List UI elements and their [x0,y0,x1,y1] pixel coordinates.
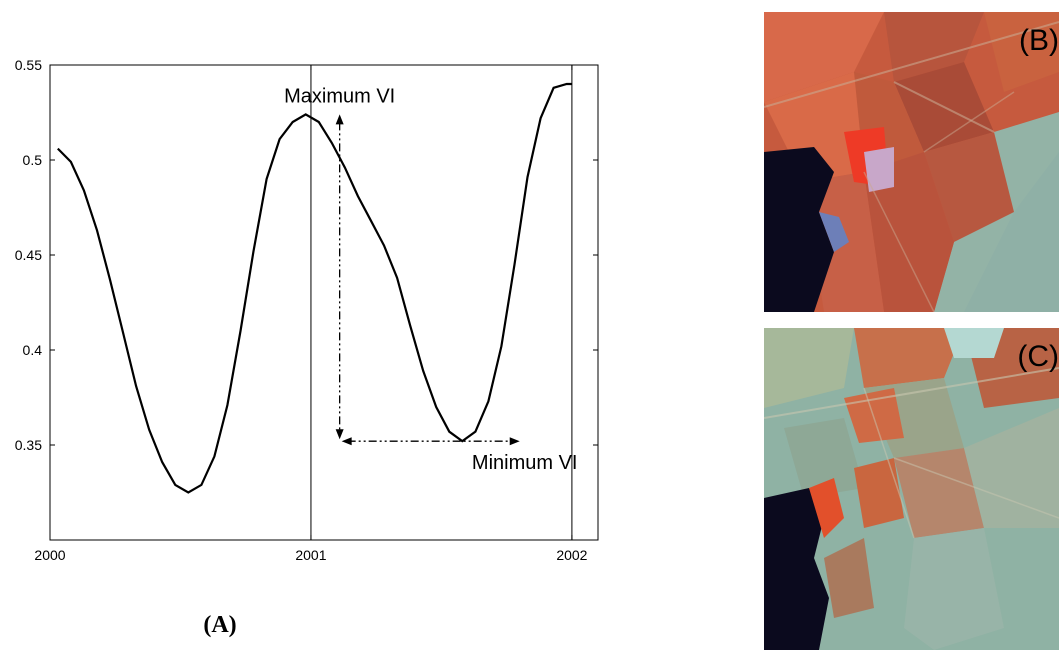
panel-a-caption: (A) [203,612,237,638]
x-tick-label: 2000 [34,547,65,563]
annotation-maximum-vi: Maximum VI [284,85,395,107]
chart-axes [49,64,599,541]
y-tick-label: 0.4 [23,342,43,358]
series-line-vi [57,82,572,494]
false-color-image-b [764,12,1059,312]
panel-b-label: (B) [1019,24,1059,57]
chart-ticks: 0.35 0.4 0.45 0.5 0.55 2000 2001 2002 [15,57,598,563]
false-color-image-c [764,328,1059,650]
y-tick-label: 0.35 [15,437,42,453]
arrowhead-down [335,429,344,440]
x-tick-label: 2002 [556,547,587,563]
arrowhead-up [335,114,344,125]
plot-frame [49,64,599,541]
satellite-image-c: (C) [764,328,1059,650]
x-tick-label: 2001 [295,547,326,563]
chart-annotations: Maximum VI Minimum VI [284,85,577,474]
vi-time-series-chart: 0.35 0.4 0.45 0.5 0.55 2000 2001 2002 Maximum V… [15,57,599,563]
annotation-minimum-vi: Minimum VI [472,452,578,474]
satellite-image-b: (B) [764,12,1059,312]
arrowhead-right [509,437,520,446]
chart-vertical-lines [310,65,573,540]
panel-c-label: (C) [1017,340,1059,373]
arrowhead-left [341,437,352,446]
y-tick-label: 0.5 [23,152,43,168]
y-tick-label: 0.55 [15,57,42,73]
y-tick-label: 0.45 [15,247,42,263]
